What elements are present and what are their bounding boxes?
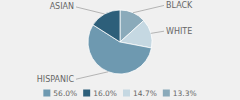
legend-swatch: [83, 90, 90, 97]
legend-label: 56.0%: [53, 89, 77, 98]
label-line: [133, 5, 164, 12]
label-line: [76, 7, 105, 14]
legend-swatch: [123, 90, 130, 97]
legend-swatch: [163, 90, 170, 97]
slices: [88, 10, 152, 74]
legend-label: 13.3%: [173, 89, 197, 98]
legend-label: 14.7%: [133, 89, 157, 98]
slice-label: HISPANIC: [37, 75, 75, 84]
label-line: [76, 72, 108, 79]
background: [0, 0, 240, 100]
slice-label: WHITE: [166, 27, 192, 36]
chart: BLACK WHITE HISPANIC ASIAN 56.0% 16.0% 14.7% 13…: [0, 0, 240, 100]
slice-labels: BLACK WHITE HISPANIC ASIAN: [37, 1, 193, 84]
legend-swatch: [43, 90, 50, 97]
slice-label: BLACK: [166, 1, 193, 10]
label-line: [151, 31, 164, 33]
legend: 56.0% 16.0% 14.7% 13.3%: [43, 89, 196, 98]
slice: [93, 10, 120, 42]
slice-label: ASIAN: [50, 2, 74, 11]
legend-label: 16.0%: [93, 89, 117, 98]
